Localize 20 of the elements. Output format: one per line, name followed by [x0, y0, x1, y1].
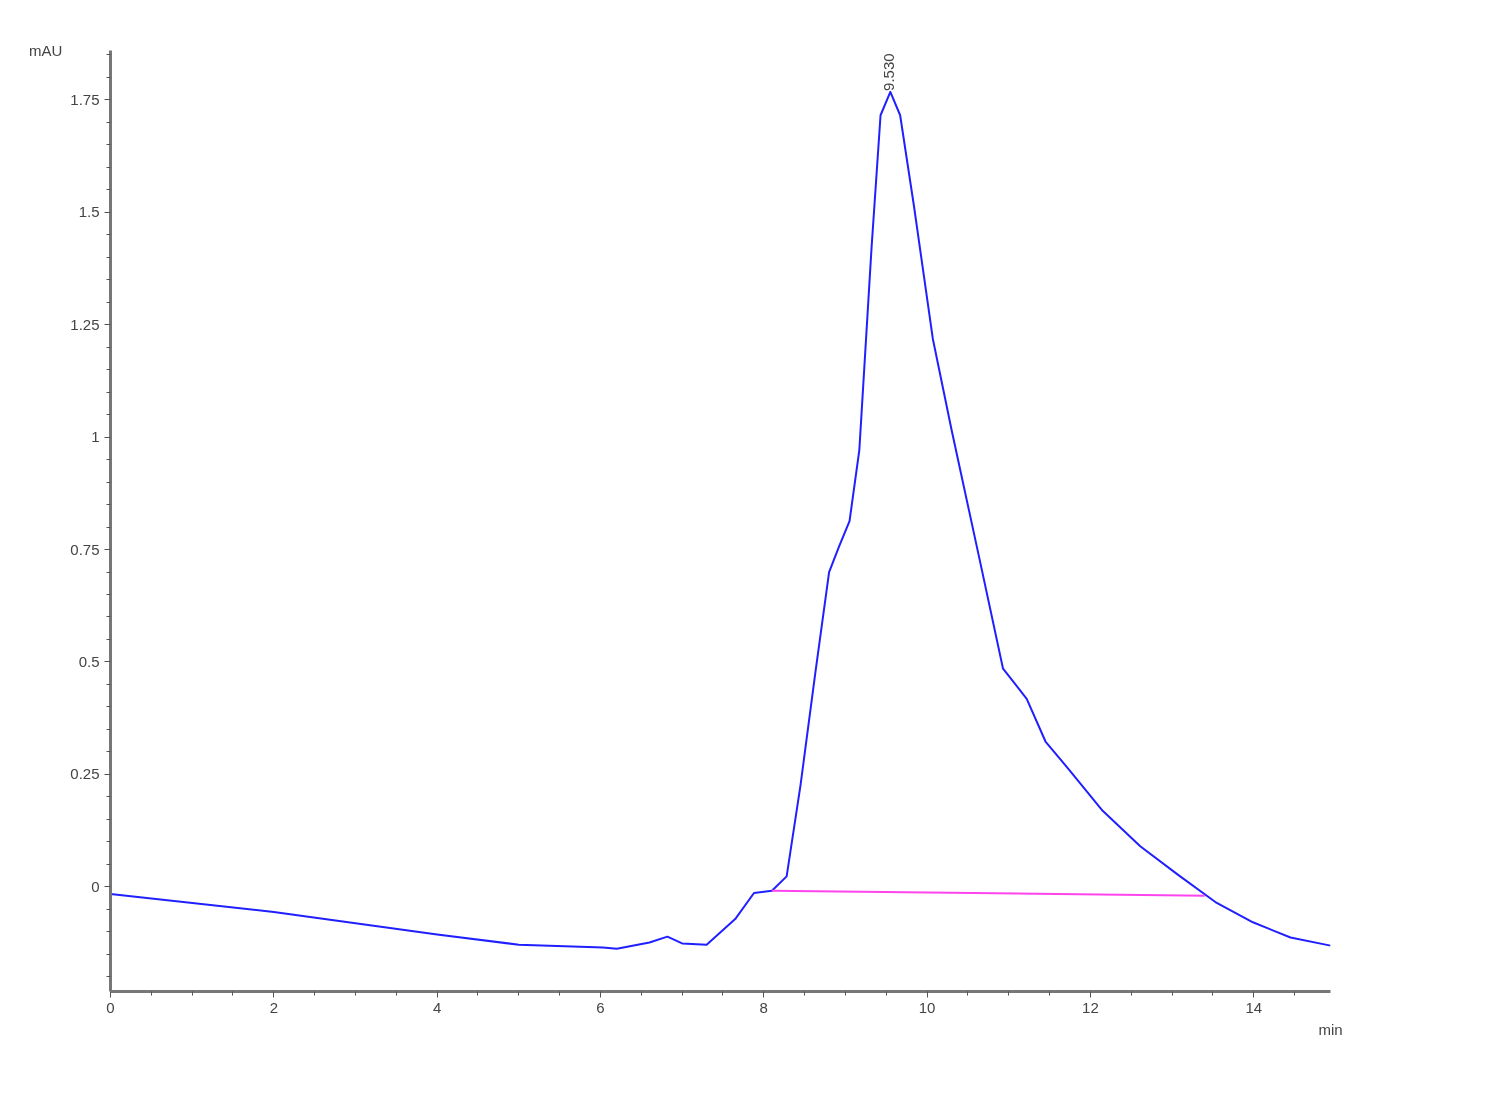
- y-tick-label: 1.5: [78, 203, 100, 221]
- x-tick-label: 14: [1245, 998, 1263, 1016]
- x-tick-label: 10: [918, 998, 936, 1016]
- x-tick-label: 0: [106, 998, 115, 1016]
- y-tick-label: 0: [91, 877, 100, 895]
- x-tick-label: 6: [596, 998, 605, 1016]
- y-tick-label: 0.5: [78, 652, 100, 670]
- x-tick-label: 4: [432, 998, 442, 1016]
- y-tick-label: 0.75: [70, 540, 100, 558]
- y-tick-label: 0.25: [70, 765, 100, 783]
- y-tick-label: 1.75: [70, 90, 100, 108]
- line-series: [110, 90, 1331, 950]
- x-tick-label: 8: [759, 998, 768, 1016]
- annotation: 9.530: [879, 53, 897, 91]
- x-axis-title: min: [1318, 1020, 1343, 1038]
- x-tick-label: 2: [269, 998, 278, 1016]
- y-tick-label: 1: [91, 428, 100, 446]
- y-axis-title: mAU: [28, 42, 63, 59]
- y-tick-label: 1.25: [70, 315, 100, 333]
- x-tick-label: 12: [1082, 998, 1099, 1016]
